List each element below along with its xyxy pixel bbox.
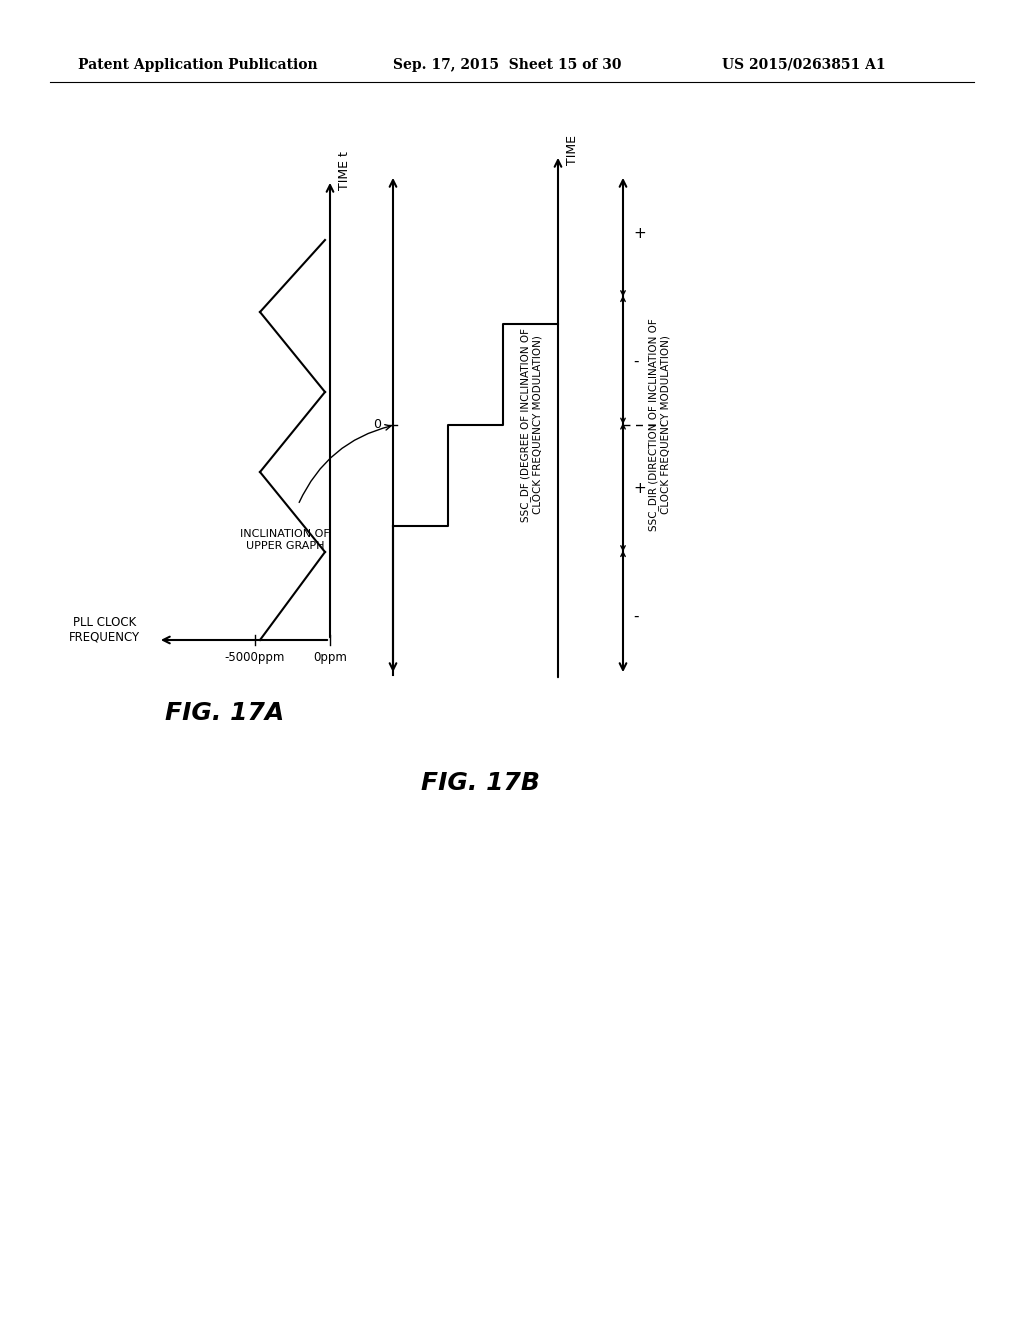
Text: TIME t: TIME t — [338, 150, 350, 190]
Text: PLL CLOCK
FREQUENCY: PLL CLOCK FREQUENCY — [69, 616, 140, 644]
Text: -: - — [633, 609, 639, 624]
Text: Patent Application Publication: Patent Application Publication — [78, 58, 317, 73]
Text: FIG. 17A: FIG. 17A — [165, 701, 285, 725]
Text: -: - — [633, 354, 639, 368]
Text: Sep. 17, 2015  Sheet 15 of 30: Sep. 17, 2015 Sheet 15 of 30 — [393, 58, 622, 73]
Text: INCLINATION OF
UPPER GRAPH: INCLINATION OF UPPER GRAPH — [240, 529, 330, 550]
Text: 0ppm: 0ppm — [313, 652, 347, 664]
Text: SSC_DF (DEGREE OF INCLINATION OF
CLOCK FREQUENCY MODULATION): SSC_DF (DEGREE OF INCLINATION OF CLOCK F… — [520, 327, 543, 521]
Text: US 2015/0263851 A1: US 2015/0263851 A1 — [722, 58, 886, 73]
Text: +: + — [633, 226, 646, 242]
Text: SSC_DIR (DIRECTION OF INCLINATION OF
CLOCK FREQUENCY MODULATION): SSC_DIR (DIRECTION OF INCLINATION OF CLO… — [648, 318, 671, 532]
Text: TIME: TIME — [565, 135, 579, 165]
Text: FIG. 17B: FIG. 17B — [421, 771, 540, 795]
Text: -5000ppm: -5000ppm — [225, 652, 286, 664]
Text: 0: 0 — [373, 418, 381, 432]
Text: +: + — [633, 482, 646, 496]
